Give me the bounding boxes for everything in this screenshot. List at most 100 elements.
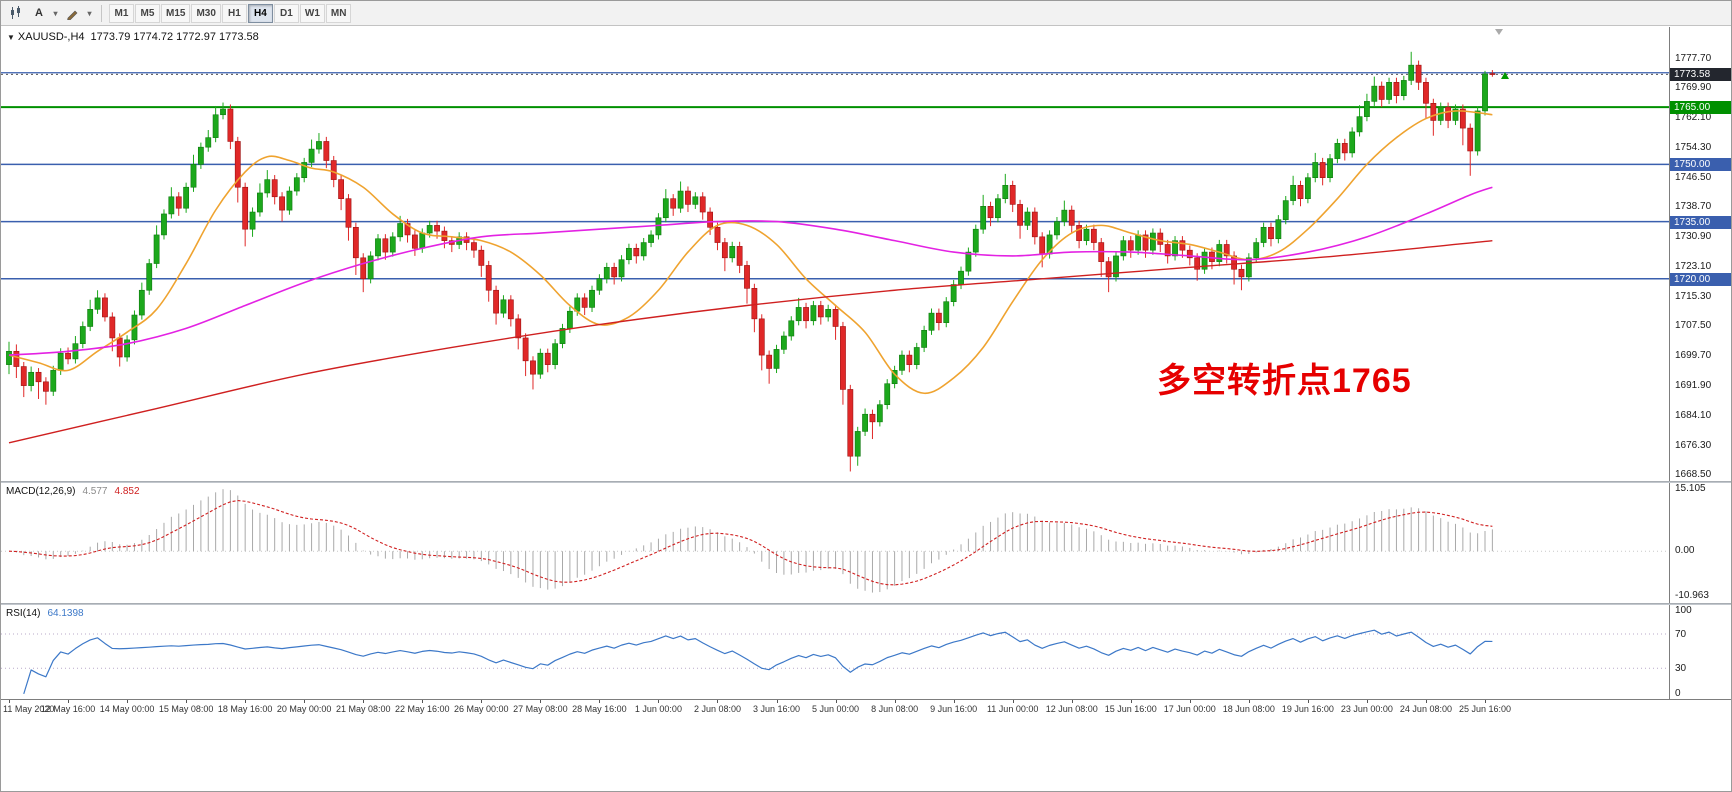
- hlines-layer: [1, 72, 1669, 280]
- chart-shift-marker: [1495, 29, 1503, 35]
- moving-averages-layer: [8, 110, 1493, 444]
- time-label: 15 Jun 16:00: [1104, 704, 1157, 714]
- time-tick: [1425, 700, 1427, 703]
- time-tick: [1130, 700, 1132, 703]
- time-tick: [245, 700, 247, 703]
- time-label: 9 Jun 16:00: [930, 704, 978, 714]
- scale-label: 1769.90: [1675, 82, 1712, 94]
- time-label: 26 May 00:00: [454, 704, 509, 714]
- time-label: 11 May 2020: [3, 704, 55, 714]
- candlestick-chart-icon: [11, 6, 20, 19]
- timeframe-button-m1[interactable]: M1: [109, 4, 134, 23]
- time-label: 20 May 00:00: [276, 704, 332, 714]
- price-scale[interactable]: 1777.70 1769.90 1762.10 1754.30 1746.50 1738.…: [1669, 27, 1731, 481]
- time-tick: [9, 700, 10, 703]
- scale-label: 1699.70: [1675, 350, 1712, 362]
- annotation-dropdown-caret-icon[interactable]: ▾: [51, 3, 60, 23]
- price-label-chip: 1720.00: [1670, 273, 1731, 286]
- main-chart-panel: ▼ XAUUSD-,H4 1773.79 1774.72 1772.97 1773.…: [1, 27, 1731, 481]
- time-tick: [304, 700, 306, 703]
- time-label: 18 May 16:00: [217, 704, 273, 714]
- macd-canvas[interactable]: [1, 483, 1669, 603]
- chart-ohlc-readout: ▼ XAUUSD-,H4 1773.79 1774.72 1772.97 1773.…: [7, 31, 259, 43]
- scale-label: 1777.70: [1675, 52, 1712, 64]
- scale-label: 30: [1675, 663, 1687, 675]
- macd-title: MACD(12,26,9): [6, 486, 76, 497]
- medium-ma-line: [8, 186, 1493, 356]
- time-tick: [68, 700, 70, 703]
- time-tick: [1485, 700, 1486, 703]
- timeframe-button-m30[interactable]: M30: [191, 4, 221, 23]
- macd-main-value: 4.577: [82, 486, 108, 497]
- time-tick: [658, 700, 660, 703]
- time-label: 11 Jun 00:00: [986, 704, 1039, 714]
- time-tick: [1366, 700, 1368, 703]
- time-tick: [1071, 700, 1073, 703]
- time-label: 2 Jun 08:00: [693, 704, 741, 714]
- timeframe-button-h1[interactable]: H1: [221, 4, 247, 23]
- timeframe-button-m5[interactable]: M5: [135, 4, 160, 23]
- time-label: 12 Jun 08:00: [1045, 704, 1098, 714]
- time-label: 14 May 00:00: [99, 704, 155, 714]
- timeframe-button-h4[interactable]: H4: [247, 4, 273, 23]
- scale-label: 1746.50: [1675, 171, 1712, 183]
- rsi-title: RSI(14): [6, 608, 41, 619]
- price-up-arrow-marker: [1501, 72, 1509, 79]
- time-label: 5 Jun 00:00: [812, 704, 860, 714]
- scale-label: 1691.90: [1675, 380, 1712, 391]
- macd-signal-value: 4.852: [114, 486, 140, 497]
- time-label: 25 Jun 16:00: [1458, 704, 1512, 714]
- rsi-scale[interactable]: 100 70 30 0: [1669, 605, 1731, 699]
- toolbar: A ▾ ▾ M1 M5 M15 M30 H1 H4 D1 W1 MN: [1, 1, 1731, 26]
- scale-label: 1707.50: [1675, 320, 1712, 332]
- text-annotation-button[interactable]: A: [29, 3, 49, 23]
- time-tick: [776, 700, 778, 703]
- scale-label: 1738.70: [1675, 201, 1712, 213]
- time-tick: [186, 700, 188, 703]
- candles-layer: [6, 51, 1496, 472]
- macd-label: MACD(12,26,9) 4.577 4.852: [6, 486, 140, 497]
- toolbar-separator: [101, 4, 102, 22]
- time-axis: 11 May 2020 12 May 16:00 14 May 00:00 15 Ma…: [1, 699, 1731, 719]
- scale-label: 0: [1675, 688, 1681, 699]
- scale-label: 1754.30: [1675, 141, 1712, 153]
- panel-divider[interactable]: [1, 603, 1731, 605]
- time-label: 24 Jun 08:00: [1399, 704, 1452, 714]
- scale-label: 1676.30: [1675, 439, 1712, 451]
- scale-label: 0.00: [1675, 545, 1695, 557]
- macd-scale[interactable]: 15.105 0.00 -10.963: [1669, 483, 1731, 603]
- rsi-value: 64.1398: [47, 608, 84, 619]
- time-label: 1 Jun 00:00: [634, 704, 682, 714]
- panel-divider[interactable]: [1, 481, 1731, 483]
- time-tick: [363, 700, 365, 703]
- timeframe-button-m15[interactable]: M15: [161, 4, 191, 23]
- bottom-spacer: [1, 718, 1731, 791]
- time-tick: [1307, 700, 1309, 703]
- scale-label: 1684.10: [1675, 409, 1712, 421]
- drawing-dropdown-caret-icon[interactable]: ▾: [85, 3, 94, 23]
- timeframe-button-d1[interactable]: D1: [273, 4, 299, 23]
- symbol-title: XAUUSD-,H4: [17, 31, 85, 43]
- time-tick: [1248, 700, 1250, 703]
- time-label: 22 May 16:00: [394, 704, 450, 714]
- timeframe-button-w1[interactable]: W1: [299, 4, 325, 23]
- drawing-tool-button[interactable]: [62, 3, 83, 23]
- time-tick: [1189, 700, 1191, 703]
- scale-label: 1715.30: [1675, 290, 1712, 302]
- rsi-label: RSI(14) 64.1398: [6, 608, 84, 619]
- scale-label: 1730.90: [1675, 231, 1712, 243]
- timeframe-button-mn[interactable]: MN: [325, 4, 352, 23]
- symbol-marker-icon[interactable]: ▼: [7, 33, 15, 42]
- time-tick: [422, 700, 424, 703]
- time-tick: [540, 700, 542, 703]
- chart-tile-button[interactable]: [5, 3, 27, 23]
- fast-ma-line: [8, 110, 1493, 395]
- time-label: 8 Jun 08:00: [871, 704, 919, 714]
- rsi-panel: RSI(14) 64.1398 100 70 30 0: [1, 605, 1731, 699]
- rsi-canvas[interactable]: [1, 605, 1669, 699]
- time-label: 27 May 08:00: [513, 704, 568, 714]
- time-tick: [835, 700, 837, 703]
- main-chart-canvas[interactable]: [1, 27, 1669, 481]
- scale-label: 100: [1675, 605, 1692, 616]
